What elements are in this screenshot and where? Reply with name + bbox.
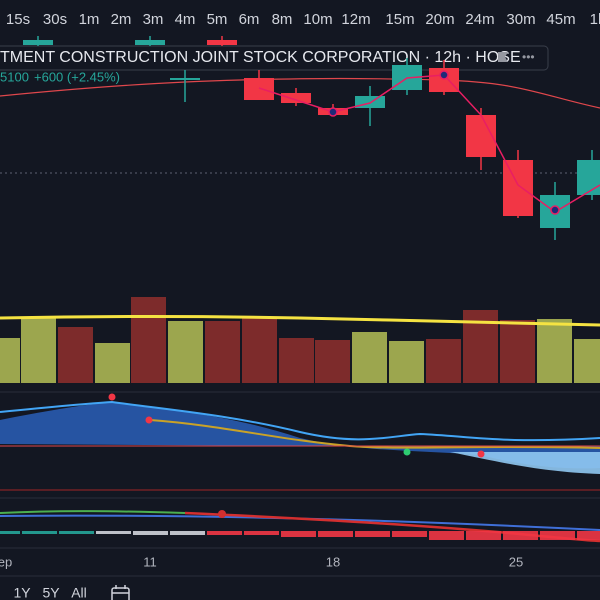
volume-bar (131, 297, 166, 383)
timeframe-button[interactable]: 12m (341, 11, 370, 28)
histogram-bar (318, 531, 353, 537)
histogram-bar (96, 531, 131, 534)
candle-body (244, 78, 274, 100)
volume-bar (315, 340, 350, 383)
histogram-bar (207, 531, 242, 535)
title-box (0, 45, 549, 71)
moving-average (0, 77, 600, 109)
timeframe-button[interactable]: 5m (207, 11, 228, 28)
candle-body (207, 40, 237, 45)
timeframe-button[interactable]: 3m (143, 11, 164, 28)
candle-body (577, 160, 600, 195)
cross-dot (403, 448, 411, 456)
histogram-bar (429, 531, 464, 540)
volume-bar (574, 339, 600, 383)
cross-dot (477, 450, 485, 458)
cross-dot (145, 416, 153, 424)
timeframe-button[interactable]: 20m (425, 11, 454, 28)
candle-body (503, 160, 533, 216)
timeframe-button[interactable]: 8m (272, 11, 293, 28)
candle-body (466, 115, 496, 157)
timeframe-button[interactable]: 30s (43, 11, 67, 28)
histogram-bar (170, 531, 205, 535)
range-button[interactable]: 5Y (42, 585, 60, 600)
x-axis-label: ep (0, 554, 12, 569)
histogram-bar (540, 531, 575, 540)
flag-icon (498, 52, 508, 62)
x-axis-label: 18 (326, 554, 340, 569)
price-last: 5100 (0, 69, 29, 84)
calendar-icon[interactable] (111, 585, 130, 600)
histogram-bar (133, 531, 168, 535)
volume-average (0, 315, 600, 327)
volume-bar (279, 338, 314, 383)
timeframe-button[interactable]: 10m (303, 11, 332, 28)
timeframe-button[interactable]: 6m (239, 11, 260, 28)
timeframe-button[interactable]: 45m (546, 11, 575, 28)
volume-bar (0, 338, 20, 383)
volume-bar (242, 318, 277, 383)
x-axis-label: 25 (509, 554, 523, 569)
signal-line (258, 74, 600, 213)
volume-bar (389, 341, 424, 383)
histogram-bar (22, 531, 57, 534)
timeframe-button[interactable]: 15s (6, 11, 30, 28)
volume-bar (58, 327, 93, 383)
histogram-bar (244, 531, 279, 535)
timeframe-button[interactable]: 2m (111, 11, 132, 28)
histogram-bar (577, 531, 600, 540)
candle-body (281, 93, 311, 103)
timeframe-button[interactable]: 30m (506, 11, 535, 28)
histogram-bar (281, 531, 316, 537)
volume-bar (537, 319, 572, 383)
histogram-bar (0, 531, 20, 534)
histogram-bar (503, 531, 538, 540)
volume-bar (426, 339, 461, 383)
candle-body (170, 78, 200, 80)
range-button[interactable]: 1Y (13, 585, 31, 600)
macd-line (0, 400, 600, 442)
macd-area-light (450, 452, 600, 474)
osc-line-green (0, 510, 186, 514)
signal-dot (328, 107, 338, 117)
cross-dot (108, 393, 116, 401)
more-icon[interactable]: ••• (522, 50, 535, 64)
price-change: +600 (+2.45%) (34, 69, 120, 84)
timeframe-button[interactable]: 1m (79, 11, 100, 28)
signal-dot (439, 70, 449, 80)
histogram-bar (59, 531, 94, 534)
volume-bar (205, 321, 240, 383)
volume-bar (168, 321, 203, 383)
signal-dot (550, 205, 560, 215)
candle-body (23, 40, 53, 45)
range-button[interactable]: All (71, 585, 87, 600)
timeframe-button[interactable]: 15m (385, 11, 414, 28)
histogram-bar (392, 531, 427, 537)
x-axis-label: 11 (143, 554, 157, 569)
histogram-bar (355, 531, 390, 537)
timeframe-button[interactable]: 1h (590, 11, 600, 28)
timeframe-button[interactable]: 4m (175, 11, 196, 28)
symbol-title: TMENT CONSTRUCTION JOINT STOCK CORPORATI… (0, 49, 521, 66)
candle-body (135, 40, 165, 45)
volume-bar (352, 332, 387, 383)
volume-bar (21, 318, 56, 383)
volume-bar (95, 343, 130, 383)
timeframe-bar (0, 0, 600, 36)
volume-bar (500, 320, 535, 383)
cross-dot (218, 510, 226, 518)
histogram-bar (466, 531, 501, 540)
timeframe-button[interactable]: 24m (465, 11, 494, 28)
